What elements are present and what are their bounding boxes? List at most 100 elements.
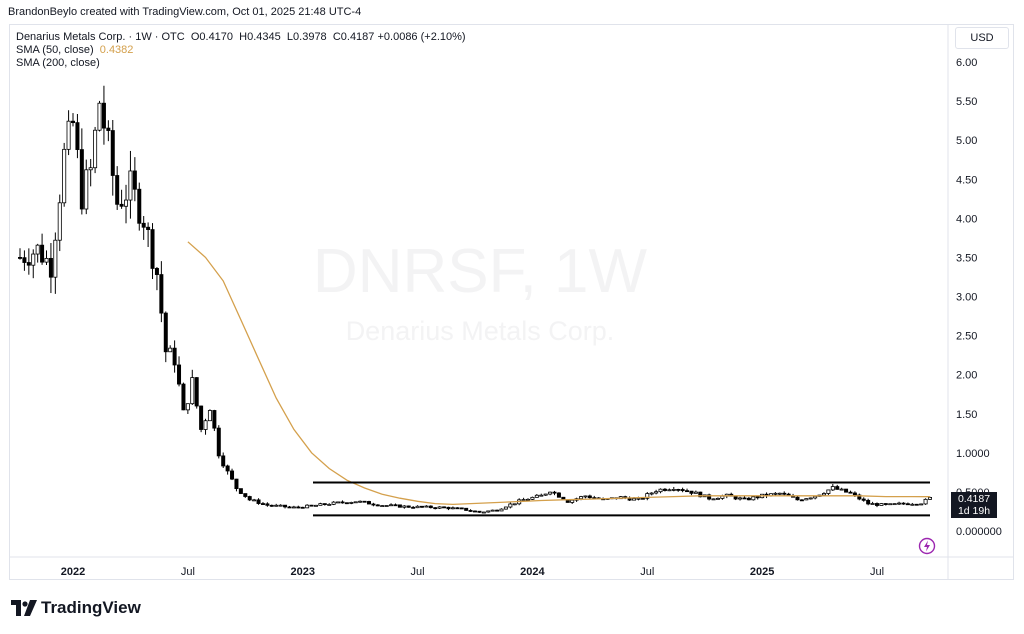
candle-body (322, 503, 327, 506)
candle-body (296, 506, 301, 509)
legend-sma50-row[interactable]: SMA (50, close) 0.4382 (16, 44, 466, 57)
candle-body (101, 102, 106, 129)
chart-credit: BrandonBeylo created with TradingView.co… (8, 6, 362, 18)
candle-body (331, 501, 336, 505)
y-tick-label: 0.000000 (956, 526, 1002, 538)
candle-body (283, 504, 288, 508)
legend-low: 0.3978 (293, 31, 327, 43)
candle-body (459, 507, 464, 510)
candle-body (177, 364, 182, 385)
candle-body (486, 510, 491, 513)
x-tick-label: Jul (411, 566, 425, 578)
x-axis: 2022 Jul 2023 Jul 2024 Jul 2025 Jul (61, 566, 884, 578)
candle-body (305, 504, 310, 509)
legend-high: 0.4345 (247, 31, 281, 43)
candle-body (914, 503, 919, 506)
candle-body (773, 492, 778, 495)
candle-body (150, 229, 155, 269)
candle-body (640, 497, 645, 500)
candle-body (539, 494, 544, 497)
candle-body (548, 491, 553, 495)
candle-body (508, 503, 513, 508)
candle-body (671, 488, 676, 491)
candle-body (636, 497, 641, 500)
candle-body (26, 262, 31, 266)
candle-body (344, 502, 349, 505)
legend-l-label: L (286, 31, 294, 43)
candle-body (190, 377, 195, 405)
candle-body (291, 506, 296, 509)
candle-body (446, 506, 451, 510)
candle-body (327, 503, 332, 506)
candle-body (905, 503, 910, 506)
tradingview-logo[interactable]: TradingView (11, 598, 141, 618)
candle-body (411, 506, 416, 509)
watermark-name: Denarius Metals Corp. (346, 316, 615, 346)
lightning-icon[interactable] (918, 537, 936, 555)
candle-body (923, 498, 928, 505)
candle-body (62, 148, 67, 204)
candle-body (384, 505, 389, 507)
candle-body (318, 503, 323, 506)
candle-body (402, 505, 407, 508)
candle-body (910, 503, 915, 506)
legend-sma200-row[interactable]: SMA (200, close) (16, 57, 466, 70)
candle-body (751, 496, 756, 501)
candle-body (137, 188, 142, 224)
candle-body (813, 495, 818, 499)
candle-body (362, 500, 367, 503)
candle-body (662, 488, 667, 491)
y-tick-label: 6.00 (956, 57, 977, 69)
candle-body (870, 503, 875, 505)
candle-body (632, 498, 637, 501)
candle-body (587, 495, 592, 499)
candle-body (44, 257, 49, 263)
candle-body (680, 489, 685, 492)
legend-close: 0.4187 (340, 31, 375, 43)
tradingview-logo-icon (11, 600, 37, 616)
candle-body (844, 488, 849, 493)
candle-body (530, 496, 535, 500)
candle-body (928, 497, 933, 500)
candle-body (353, 501, 358, 504)
candle-body (119, 203, 124, 207)
candle-body (649, 492, 654, 495)
candle-body (583, 495, 588, 498)
candle-body (464, 507, 469, 511)
candle-body (287, 506, 292, 509)
candle-body (115, 175, 120, 205)
legend-sma200-label: SMA (200, close) (16, 57, 100, 69)
candle-body (552, 491, 557, 494)
x-tick-label: 2024 (520, 566, 545, 578)
candle-body (419, 505, 424, 508)
candle-body (406, 505, 411, 508)
candle-body (66, 120, 71, 150)
range-lines (313, 481, 930, 517)
candle-body (490, 509, 495, 512)
bar-countdown: 1d 19h (957, 505, 991, 517)
candle-body (654, 491, 659, 494)
currency-button[interactable]: USD (955, 27, 1009, 49)
x-tick-label: 2022 (61, 566, 85, 578)
candle-body (693, 491, 698, 494)
candle-body (826, 489, 831, 494)
candle-body (260, 503, 265, 505)
candle-body (181, 383, 186, 411)
candle-body (358, 500, 363, 503)
candle-body (154, 268, 159, 275)
candle-body (579, 496, 584, 500)
candle-body (203, 420, 208, 430)
candle-body (755, 496, 760, 499)
candle-body (720, 495, 725, 499)
candle-body (207, 410, 212, 422)
candle-body (256, 499, 261, 504)
candle-body (48, 257, 53, 278)
candle-body (821, 493, 826, 496)
candle-body (84, 169, 89, 210)
candle-body (336, 501, 341, 504)
watermark-ticker: DNRSF, 1W (313, 237, 648, 306)
x-tick-label: Jul (640, 566, 654, 578)
candle-body (225, 465, 230, 472)
chart-frame (9, 24, 1014, 580)
